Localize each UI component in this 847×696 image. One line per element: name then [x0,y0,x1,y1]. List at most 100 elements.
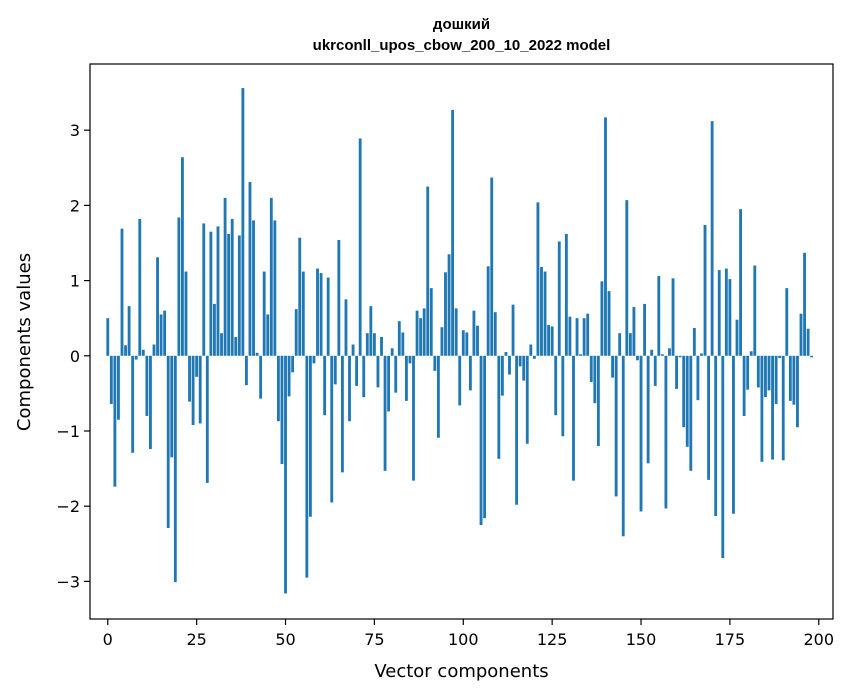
bar-component-73 [365,333,369,356]
x-axis-label: Vector components [374,661,548,682]
bar-component-14 [156,257,159,356]
bar-component-57 [308,355,312,517]
bar-component-112 [504,352,508,356]
bar-component-177 [735,319,739,356]
bar-component-70 [355,355,359,386]
bar-component-149 [636,355,639,361]
bar-component-111 [500,355,504,396]
bar-component-35 [230,218,234,356]
bar-component-128 [561,355,565,437]
bar-component-60 [319,273,323,356]
y-tick-label: 2 [70,196,80,215]
bar-component-66 [340,355,344,473]
bar-component-187 [771,355,774,460]
bar-component-23 [188,355,191,402]
bar-component-28 [205,355,209,483]
x-tick-label: 150 [626,630,657,649]
chart-title: дошкий [433,16,490,33]
bar-component-88 [419,318,423,356]
bar-component-36 [234,336,238,356]
bar-component-99 [458,355,462,406]
bar-component-77 [380,336,383,356]
bar-component-182 [753,265,757,356]
bar-component-94 [440,327,444,356]
bar-component-80 [390,348,394,356]
bar-component-192 [788,355,792,401]
bar-component-39 [245,355,248,386]
bar-component-89 [422,308,426,356]
bar-component-67 [344,299,348,356]
bar-component-141 [607,291,611,356]
x-tick-label: 125 [537,630,568,649]
y-tick-label: 0 [70,347,80,366]
bar-component-189 [778,355,782,359]
bar-component-34 [227,233,231,356]
bar-component-105 [479,355,483,525]
bar-component-96 [447,254,451,356]
x-tick-label: 200 [804,630,835,649]
bar-component-156 [660,354,664,356]
bar-component-190 [781,355,785,461]
bar-component-107 [486,266,490,356]
bar-component-19 [173,355,177,583]
bar-component-8 [134,355,138,360]
bar-component-123 [543,271,547,356]
bar-component-159 [671,278,675,356]
bar-component-125 [550,326,554,356]
bar-component-52 [291,355,295,373]
bar-component-54 [298,237,302,356]
bar-component-30 [213,303,216,356]
bar-component-38 [241,88,245,356]
y-tick-label: −3 [56,572,80,591]
bar-component-17 [166,355,170,529]
bar-component-155 [657,276,661,356]
bar-component-5 [124,345,127,356]
bar-component-81 [394,355,398,393]
bar-component-165 [692,327,696,356]
bar-component-170 [710,121,714,356]
bar-component-126 [554,355,558,416]
bar-component-145 [621,355,625,537]
bar-component-63 [330,355,334,503]
y-tick-label: −2 [56,497,80,516]
bar-component-78 [383,355,387,471]
bar-component-102 [468,355,472,391]
bar-component-21 [181,157,184,356]
bar-component-10 [141,349,145,356]
bar-component-33 [223,197,227,356]
bar-component-154 [653,355,657,386]
bar-component-13 [152,344,156,356]
bar-component-37 [237,235,241,356]
bars-group [106,88,814,594]
bar-component-31 [216,226,220,356]
bar-component-90 [426,186,430,356]
bar-component-100 [461,330,465,356]
bar-component-48 [276,355,280,422]
bar-component-172 [717,270,721,356]
bar-component-72 [362,355,366,398]
bar-component-174 [724,268,728,356]
bar-component-26 [198,355,202,424]
bar-component-191 [785,288,789,356]
bar-component-135 [586,313,590,356]
bar-component-103 [472,310,476,356]
bar-component-115 [515,355,519,505]
plot-area-frame [89,63,834,620]
bar-component-162 [682,355,686,428]
bar-component-101 [465,332,469,356]
bar-component-167 [700,353,703,356]
y-tick-label: −1 [56,422,80,441]
bar-component-130 [568,316,572,356]
x-tick-label: 50 [275,630,295,649]
bar-component-43 [259,355,263,399]
bar-component-132 [575,318,579,356]
bar-component-196 [803,252,806,356]
bar-component-179 [742,355,746,416]
bar-component-82 [397,321,401,356]
bar-component-16 [163,310,167,356]
bar-component-171 [714,355,718,516]
x-axis-ticks: 0 25 50 75 100 125 150 175 200 [103,619,834,649]
y-tick-label: 3 [70,121,80,140]
bar-component-85 [408,355,412,364]
